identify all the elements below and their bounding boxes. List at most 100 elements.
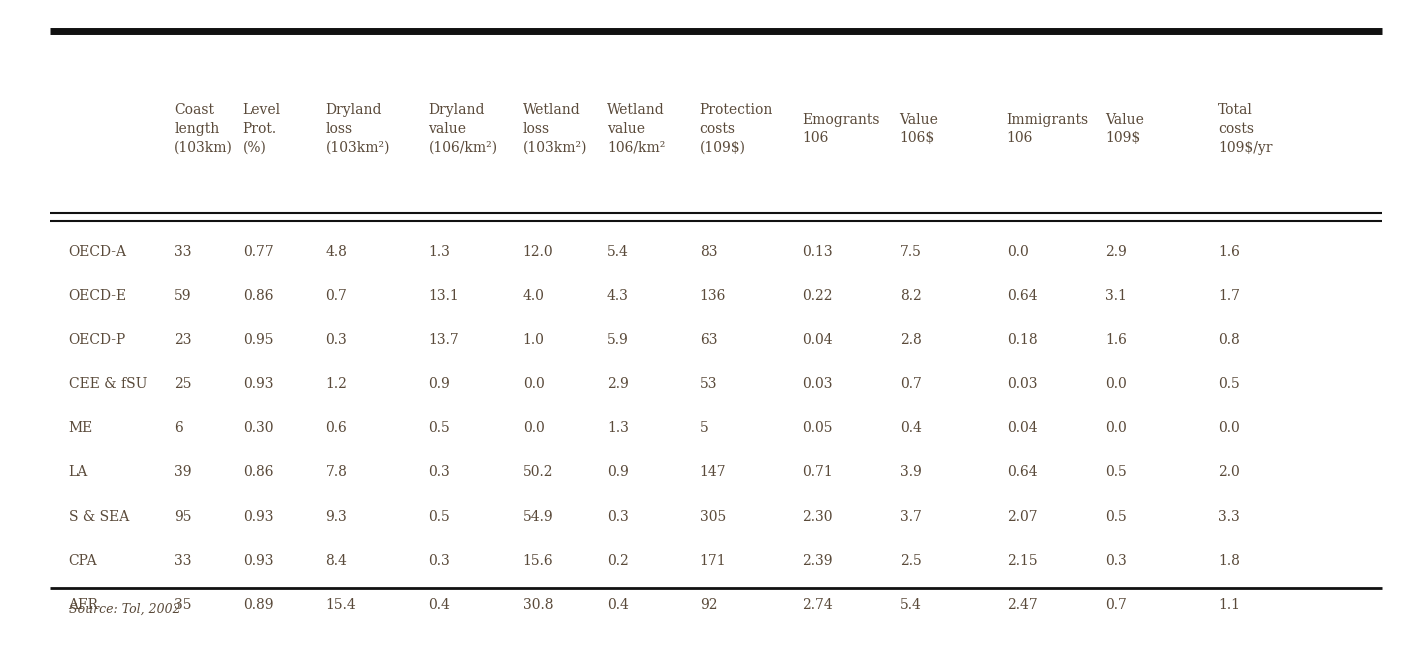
Text: 4.8: 4.8 [326, 244, 347, 259]
Text: 0.95: 0.95 [243, 333, 273, 347]
Text: 0.18: 0.18 [1007, 333, 1037, 347]
Text: 3.7: 3.7 [900, 510, 921, 524]
Text: 0.4: 0.4 [607, 598, 628, 612]
Text: 0.86: 0.86 [243, 466, 273, 479]
Text: 0.04: 0.04 [803, 333, 833, 347]
Text: 0.3: 0.3 [428, 554, 450, 568]
Text: 33: 33 [174, 244, 191, 259]
Text: 0.5: 0.5 [1105, 466, 1127, 479]
Text: 0.93: 0.93 [243, 510, 273, 524]
Text: 0.2: 0.2 [607, 554, 628, 568]
Text: 136: 136 [700, 289, 725, 303]
Text: 1.0: 1.0 [523, 333, 544, 347]
Text: 0.0: 0.0 [1218, 421, 1240, 435]
Text: 0.3: 0.3 [607, 510, 628, 524]
Text: Dryland
loss
(103km²): Dryland loss (103km²) [326, 103, 390, 155]
Text: 9.3: 9.3 [326, 510, 347, 524]
Text: 5: 5 [700, 421, 708, 435]
Text: 0.3: 0.3 [428, 466, 450, 479]
Text: 4.0: 4.0 [523, 289, 544, 303]
Text: 83: 83 [700, 244, 717, 259]
Text: 3.3: 3.3 [1218, 510, 1240, 524]
Text: 15.6: 15.6 [523, 554, 553, 568]
Text: 2.47: 2.47 [1007, 598, 1038, 612]
Text: 0.0: 0.0 [523, 421, 544, 435]
Text: Dryland
value
(106/km²): Dryland value (106/km²) [428, 103, 497, 155]
Text: 2.9: 2.9 [607, 377, 628, 391]
Text: 0.0: 0.0 [1105, 377, 1127, 391]
Text: 25: 25 [174, 377, 191, 391]
Text: 5.9: 5.9 [607, 333, 628, 347]
Text: 2.0: 2.0 [1218, 466, 1240, 479]
Text: 0.64: 0.64 [1007, 466, 1037, 479]
Text: 7.8: 7.8 [326, 466, 347, 479]
Text: 0.71: 0.71 [803, 466, 834, 479]
Text: 0.77: 0.77 [243, 244, 274, 259]
Text: 1.3: 1.3 [428, 244, 450, 259]
Text: OECD-P: OECD-P [69, 333, 126, 347]
Text: 2.15: 2.15 [1007, 554, 1037, 568]
Text: LA: LA [69, 466, 87, 479]
Text: 0.93: 0.93 [243, 554, 273, 568]
Text: 0.04: 0.04 [1007, 421, 1037, 435]
Text: Immigrants
106: Immigrants 106 [1007, 112, 1090, 146]
Text: 0.7: 0.7 [326, 289, 347, 303]
Text: 1.3: 1.3 [607, 421, 628, 435]
Text: OECD-E: OECD-E [69, 289, 127, 303]
Text: 0.22: 0.22 [803, 289, 833, 303]
Text: 2.30: 2.30 [803, 510, 833, 524]
Text: 1.2: 1.2 [326, 377, 347, 391]
Text: 0.7: 0.7 [900, 377, 921, 391]
Text: 15.4: 15.4 [326, 598, 357, 612]
Text: 2.39: 2.39 [803, 554, 833, 568]
Text: Level
Prot.
(%): Level Prot. (%) [243, 103, 281, 155]
Text: 12.0: 12.0 [523, 244, 553, 259]
Text: 0.5: 0.5 [428, 510, 450, 524]
Text: 0.7: 0.7 [1105, 598, 1127, 612]
Text: 0.9: 0.9 [428, 377, 450, 391]
Text: CEE & fSU: CEE & fSU [69, 377, 147, 391]
Text: S & SEA: S & SEA [69, 510, 129, 524]
Text: 53: 53 [700, 377, 717, 391]
Text: 30.8: 30.8 [523, 598, 553, 612]
Text: 0.4: 0.4 [428, 598, 450, 612]
Text: 0.93: 0.93 [243, 377, 273, 391]
Text: 0.3: 0.3 [326, 333, 347, 347]
Text: 1.7: 1.7 [1218, 289, 1240, 303]
Text: 63: 63 [700, 333, 717, 347]
Text: 1.6: 1.6 [1105, 333, 1127, 347]
Text: 95: 95 [174, 510, 191, 524]
Text: 0.64: 0.64 [1007, 289, 1037, 303]
Text: Wetland
loss
(103km²): Wetland loss (103km²) [523, 103, 587, 155]
Text: 35: 35 [174, 598, 191, 612]
Text: 0.30: 0.30 [243, 421, 273, 435]
Text: 0.3: 0.3 [1105, 554, 1127, 568]
Text: 0.89: 0.89 [243, 598, 273, 612]
Text: 0.6: 0.6 [326, 421, 347, 435]
Text: 0.4: 0.4 [900, 421, 921, 435]
Text: 39: 39 [174, 466, 191, 479]
Text: 0.0: 0.0 [523, 377, 544, 391]
Text: AFR: AFR [69, 598, 99, 612]
Text: Total
costs
109$/yr: Total costs 109$/yr [1218, 103, 1272, 155]
Text: 0.86: 0.86 [243, 289, 273, 303]
Text: 8.2: 8.2 [900, 289, 921, 303]
Text: 50.2: 50.2 [523, 466, 553, 479]
Text: 59: 59 [174, 289, 191, 303]
Text: ME: ME [69, 421, 93, 435]
Text: 0.5: 0.5 [1218, 377, 1240, 391]
Text: 147: 147 [700, 466, 727, 479]
Text: Emogrants
106: Emogrants 106 [803, 112, 880, 146]
Text: 5.4: 5.4 [900, 598, 921, 612]
Text: 0.0: 0.0 [1105, 421, 1127, 435]
Text: 13.7: 13.7 [428, 333, 460, 347]
Text: CPA: CPA [69, 554, 97, 568]
Text: 54.9: 54.9 [523, 510, 553, 524]
Text: 2.9: 2.9 [1105, 244, 1127, 259]
Text: Coast
length
(103km): Coast length (103km) [174, 103, 233, 155]
Text: 1.8: 1.8 [1218, 554, 1240, 568]
Text: 3.9: 3.9 [900, 466, 921, 479]
Text: OECD-A: OECD-A [69, 244, 127, 259]
Text: Value
109$: Value 109$ [1105, 112, 1144, 146]
Text: Value
106$: Value 106$ [900, 112, 938, 146]
